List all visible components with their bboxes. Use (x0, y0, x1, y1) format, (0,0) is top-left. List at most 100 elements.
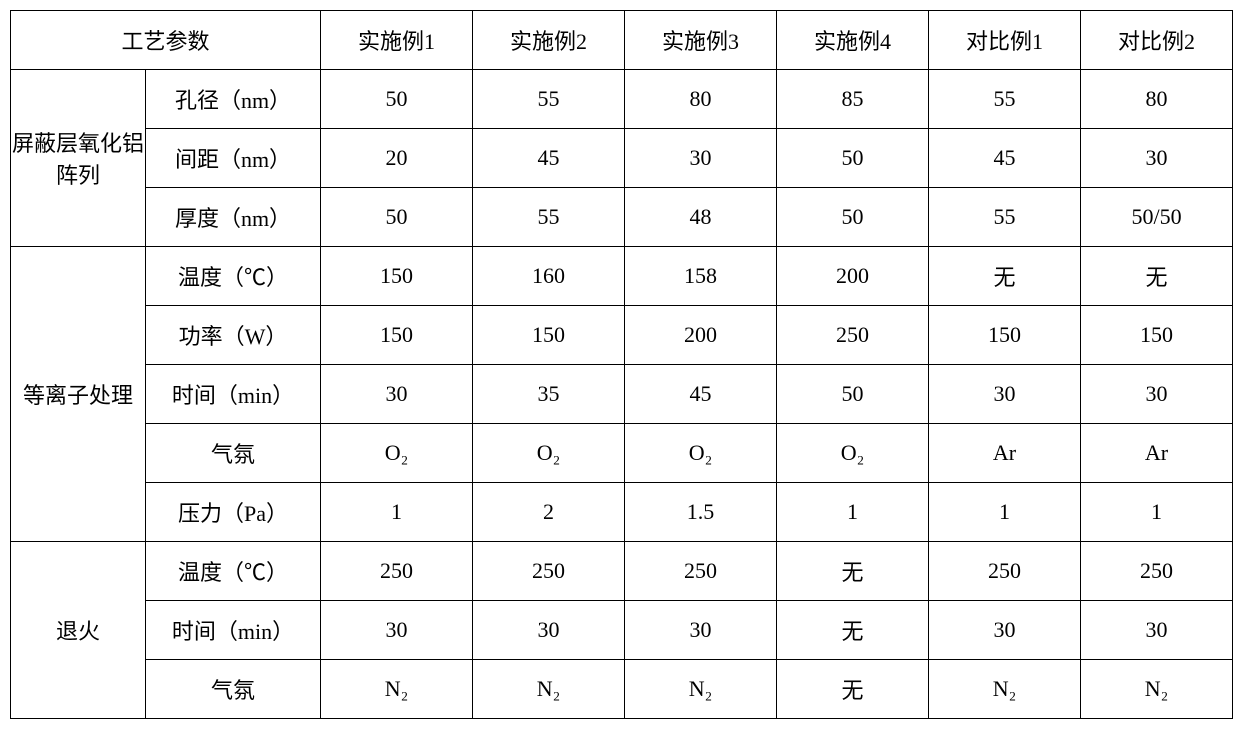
cell: 250 (473, 542, 625, 601)
group-label-0: 屏蔽层氧化铝阵列 (11, 70, 146, 247)
param-label: 时间（min） (146, 601, 321, 660)
cell: N₂ (1081, 660, 1233, 719)
cell: N₂ (321, 660, 473, 719)
cell: 55 (473, 188, 625, 247)
cell: N₂ (473, 660, 625, 719)
cell: 200 (777, 247, 929, 306)
param-label: 压力（Pa） (146, 483, 321, 542)
cell: 48 (625, 188, 777, 247)
cell: 50 (777, 365, 929, 424)
cell: 150 (321, 306, 473, 365)
cell: 250 (321, 542, 473, 601)
table-header-row: 工艺参数 实施例1 实施例2 实施例3 实施例4 对比例1 对比例2 (11, 11, 1233, 70)
cell: 160 (473, 247, 625, 306)
cell: 30 (625, 129, 777, 188)
param-label: 温度（℃） (146, 247, 321, 306)
cell: 1 (1081, 483, 1233, 542)
param-label: 厚度（nm） (146, 188, 321, 247)
cell: 20 (321, 129, 473, 188)
cell: 无 (777, 660, 929, 719)
cell: 45 (929, 129, 1081, 188)
cell: 30 (1081, 129, 1233, 188)
cell: 85 (777, 70, 929, 129)
cell: 1 (929, 483, 1081, 542)
table-row: 时间（min） 30 30 30 无 30 30 (11, 601, 1233, 660)
cell: 1 (321, 483, 473, 542)
header-col-5: 对比例2 (1081, 11, 1233, 70)
header-col-2: 实施例3 (625, 11, 777, 70)
param-label: 时间（min） (146, 365, 321, 424)
param-label: 温度（℃） (146, 542, 321, 601)
cell: 80 (1081, 70, 1233, 129)
group-label-2: 退火 (11, 542, 146, 719)
cell: N₂ (929, 660, 1081, 719)
cell: Ar (1081, 424, 1233, 483)
cell: Ar (929, 424, 1081, 483)
cell: 50 (321, 188, 473, 247)
cell: 150 (473, 306, 625, 365)
cell: 无 (777, 542, 929, 601)
cell: 250 (625, 542, 777, 601)
cell: 50/50 (1081, 188, 1233, 247)
table-row: 间距（nm） 20 45 30 50 45 30 (11, 129, 1233, 188)
param-label: 气氛 (146, 660, 321, 719)
table-row: 气氛 O₂ O₂ O₂ O₂ Ar Ar (11, 424, 1233, 483)
header-col-3: 实施例4 (777, 11, 929, 70)
cell: 30 (1081, 601, 1233, 660)
cell: 55 (473, 70, 625, 129)
cell: 无 (1081, 247, 1233, 306)
cell: 150 (1081, 306, 1233, 365)
table-row: 气氛 N₂ N₂ N₂ 无 N₂ N₂ (11, 660, 1233, 719)
table-row: 等离子处理 温度（℃） 150 160 158 200 无 无 (11, 247, 1233, 306)
param-label: 功率（W） (146, 306, 321, 365)
cell: 30 (929, 601, 1081, 660)
header-col-1: 实施例2 (473, 11, 625, 70)
cell: 158 (625, 247, 777, 306)
cell: 250 (1081, 542, 1233, 601)
cell: O₂ (625, 424, 777, 483)
cell: N₂ (625, 660, 777, 719)
cell: 35 (473, 365, 625, 424)
cell: 30 (625, 601, 777, 660)
header-col-4: 对比例1 (929, 11, 1081, 70)
cell: O₂ (473, 424, 625, 483)
cell: 80 (625, 70, 777, 129)
cell: 30 (1081, 365, 1233, 424)
table-row: 退火 温度（℃） 250 250 250 无 250 250 (11, 542, 1233, 601)
table-row: 功率（W） 150 150 200 250 150 150 (11, 306, 1233, 365)
cell: 45 (473, 129, 625, 188)
cell: 2 (473, 483, 625, 542)
cell: O₂ (777, 424, 929, 483)
cell: 55 (929, 188, 1081, 247)
cell: 30 (321, 365, 473, 424)
cell: 50 (321, 70, 473, 129)
table-row: 压力（Pa） 1 2 1.5 1 1 1 (11, 483, 1233, 542)
table-row: 时间（min） 30 35 45 50 30 30 (11, 365, 1233, 424)
cell: 150 (321, 247, 473, 306)
table-row: 屏蔽层氧化铝阵列 孔径（nm） 50 55 80 85 55 80 (11, 70, 1233, 129)
cell: 30 (473, 601, 625, 660)
param-label: 气氛 (146, 424, 321, 483)
process-parameters-table: 工艺参数 实施例1 实施例2 实施例3 实施例4 对比例1 对比例2 屏蔽层氧化… (10, 10, 1233, 719)
cell: 30 (929, 365, 1081, 424)
cell: 55 (929, 70, 1081, 129)
cell: 45 (625, 365, 777, 424)
param-label: 间距（nm） (146, 129, 321, 188)
cell: 200 (625, 306, 777, 365)
cell: 1.5 (625, 483, 777, 542)
cell: 无 (929, 247, 1081, 306)
group-label-1: 等离子处理 (11, 247, 146, 542)
cell: 150 (929, 306, 1081, 365)
cell: 250 (929, 542, 1081, 601)
param-label: 孔径（nm） (146, 70, 321, 129)
cell: 30 (321, 601, 473, 660)
cell: 50 (777, 188, 929, 247)
header-col-0: 实施例1 (321, 11, 473, 70)
header-group-label: 工艺参数 (11, 11, 321, 70)
cell: 50 (777, 129, 929, 188)
cell: 250 (777, 306, 929, 365)
cell: 1 (777, 483, 929, 542)
table-body: 工艺参数 实施例1 实施例2 实施例3 实施例4 对比例1 对比例2 屏蔽层氧化… (11, 11, 1233, 719)
cell: O₂ (321, 424, 473, 483)
table-row: 厚度（nm） 50 55 48 50 55 50/50 (11, 188, 1233, 247)
